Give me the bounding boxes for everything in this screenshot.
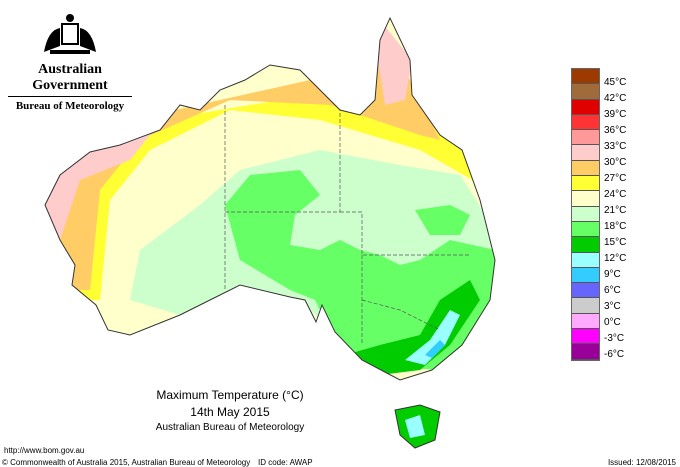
bureau-name: Bureau of Meteorology	[15, 100, 125, 112]
zone-9-12	[405, 310, 460, 365]
legend-swatch	[572, 237, 599, 253]
legend-label: 36°C	[604, 125, 627, 136]
legend-label: 27°C	[604, 173, 627, 184]
divider	[8, 96, 132, 97]
legend-swatch	[572, 252, 599, 268]
legend-label: 15°C	[604, 237, 627, 248]
legend-swatch	[572, 206, 599, 222]
legend-swatch	[572, 176, 599, 192]
legend-swatch	[572, 329, 599, 345]
legend-swatch	[572, 283, 599, 299]
legend-label: 33°C	[604, 141, 627, 152]
tasmania-cold-zone	[405, 415, 425, 438]
legend-label: 9°C	[604, 269, 621, 280]
zone-24-27	[45, 80, 490, 300]
legend-swatch	[572, 145, 599, 161]
legend-swatch	[572, 267, 599, 284]
temperature-legend	[571, 68, 600, 361]
zone-30-33-capeyork	[378, 20, 412, 105]
legend-label: 21°C	[604, 205, 627, 216]
legend-swatch	[572, 114, 599, 131]
legend-label: 39°C	[604, 109, 627, 120]
map-date: 14th May 2015	[190, 405, 270, 419]
legend-label: -3°C	[604, 333, 625, 344]
zone-6-9	[425, 340, 445, 358]
issued-date: Issued: 12/08/2015	[607, 458, 676, 467]
coat-of-arms-logo	[44, 14, 96, 54]
legend-swatch	[572, 344, 599, 360]
map-source: Australian Bureau of Meteorology	[155, 422, 305, 433]
legend-swatch	[572, 69, 599, 85]
id-code: ID code: AWAP	[258, 458, 313, 467]
map-title: Maximum Temperature (°C)	[156, 388, 304, 402]
legend-swatch	[572, 221, 599, 238]
zone-15-18-qld	[415, 205, 470, 235]
legend-label: 45°C	[604, 77, 627, 88]
legend-label: 24°C	[604, 189, 627, 200]
zone-12-15	[345, 280, 480, 375]
legend-label: 3°C	[604, 301, 621, 312]
legend-swatch	[572, 298, 599, 314]
legend-label: 30°C	[604, 157, 627, 168]
legend-swatch	[572, 130, 599, 146]
legend-swatch	[572, 313, 599, 330]
legend-label: 6°C	[604, 285, 621, 296]
state-borders	[224, 105, 470, 345]
legend-swatch	[572, 160, 599, 177]
government-name: Australian Government	[32, 62, 108, 93]
zone-15-18	[225, 170, 495, 370]
website-link[interactable]: http://www.bom.gov.au	[4, 446, 85, 455]
legend-label: 42°C	[604, 93, 627, 104]
legend-swatch	[572, 191, 599, 207]
legend-label: 12°C	[604, 253, 627, 264]
legend-label: -6°C	[604, 349, 625, 360]
copyright: © Commonwealth of Australia 2015, Austra…	[2, 458, 251, 467]
zone-30-33-northwest	[45, 110, 170, 240]
government-branding: Australian Government Bureau of Meteorol…	[8, 62, 132, 112]
legend-swatch	[572, 84, 599, 100]
legend-label: 0°C	[604, 317, 621, 328]
legend-swatch	[572, 99, 599, 115]
legend-label: 18°C	[604, 221, 627, 232]
